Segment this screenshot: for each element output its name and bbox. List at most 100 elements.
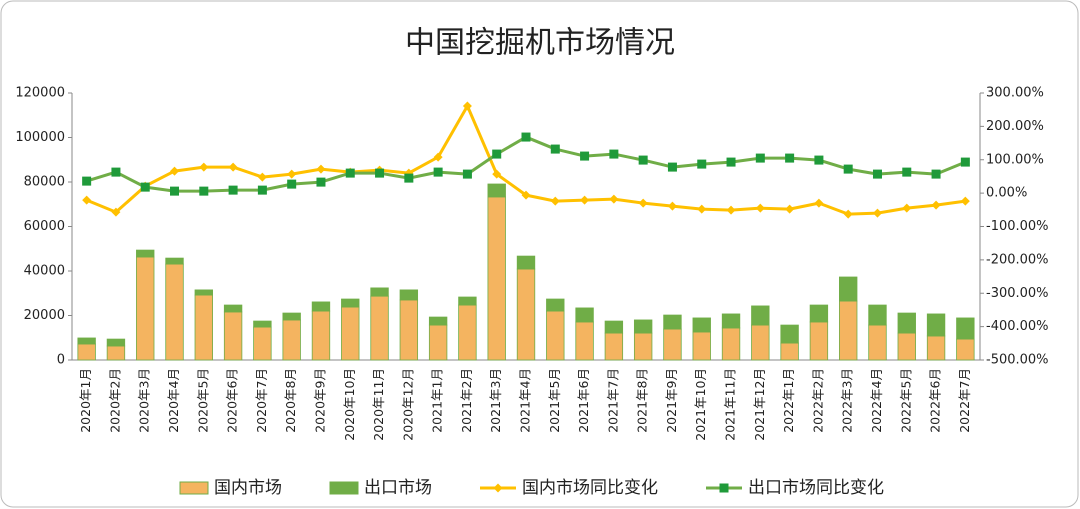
line-marker bbox=[199, 186, 209, 196]
bar bbox=[692, 317, 711, 333]
line-marker bbox=[287, 179, 297, 189]
line-marker bbox=[755, 203, 765, 213]
bar bbox=[751, 305, 770, 326]
x-tick-label: 2022年1月 bbox=[781, 368, 796, 433]
y2-tick-label: 200.00% bbox=[986, 119, 1044, 134]
legend-marker bbox=[493, 483, 503, 493]
bar bbox=[428, 316, 448, 326]
x-tick-label: 2021年11月 bbox=[723, 368, 738, 441]
line-marker bbox=[872, 208, 882, 218]
bar bbox=[399, 299, 419, 361]
bar bbox=[868, 304, 887, 326]
y2-tick-label: 100.00% bbox=[986, 152, 1044, 167]
line-marker bbox=[140, 182, 150, 192]
x-tick-label: 2022年3月 bbox=[840, 368, 855, 433]
bar bbox=[956, 338, 975, 361]
line-marker bbox=[462, 169, 472, 179]
x-tick-label: 2021年4月 bbox=[518, 368, 533, 433]
y-tick-label: 40000 bbox=[24, 264, 65, 279]
line-marker bbox=[550, 196, 560, 206]
line-marker bbox=[726, 157, 736, 167]
y2-tick-label: -400.00% bbox=[986, 319, 1049, 334]
line-marker bbox=[814, 155, 824, 165]
line-marker bbox=[550, 144, 560, 154]
bar bbox=[311, 310, 331, 361]
bar bbox=[897, 332, 916, 361]
x-tick-label: 2021年7月 bbox=[605, 368, 620, 433]
bar bbox=[926, 335, 946, 361]
y-tick-label: 60000 bbox=[24, 219, 65, 234]
x-tick-label: 2020年7月 bbox=[254, 368, 269, 433]
line-marker bbox=[843, 209, 853, 219]
bar bbox=[106, 338, 126, 347]
line-marker bbox=[960, 157, 970, 167]
y2-tick-label: -300.00% bbox=[986, 286, 1049, 301]
line-marker bbox=[638, 155, 648, 165]
x-tick-label: 2021年2月 bbox=[459, 368, 474, 433]
line-marker bbox=[228, 185, 238, 195]
bar bbox=[721, 313, 741, 329]
bar bbox=[780, 324, 799, 344]
line-marker bbox=[316, 177, 326, 187]
bar bbox=[751, 324, 770, 361]
line-marker bbox=[902, 203, 912, 213]
x-tick-label: 2021年5月 bbox=[547, 368, 562, 433]
line-marker bbox=[228, 162, 238, 172]
bar bbox=[487, 183, 506, 198]
x-tick-label: 2021年3月 bbox=[488, 368, 503, 433]
bar bbox=[253, 320, 272, 328]
bar bbox=[77, 337, 96, 345]
legend-swatch bbox=[179, 481, 209, 495]
line-marker bbox=[492, 149, 502, 159]
x-tick-label: 2020年4月 bbox=[166, 368, 181, 433]
line-marker bbox=[667, 201, 677, 211]
bar bbox=[839, 300, 858, 361]
bar bbox=[194, 294, 213, 361]
line-marker bbox=[902, 167, 912, 177]
line-marker bbox=[404, 173, 414, 183]
line-marker bbox=[931, 200, 941, 210]
bar bbox=[809, 304, 829, 323]
x-tick-label: 2020年12月 bbox=[400, 368, 415, 441]
x-tick-label: 2020年1月 bbox=[78, 368, 93, 433]
bar bbox=[721, 327, 741, 361]
bar bbox=[428, 324, 448, 361]
bar bbox=[663, 314, 682, 330]
line-marker bbox=[931, 169, 941, 179]
line-marker bbox=[580, 151, 590, 161]
line-marker bbox=[462, 101, 472, 111]
bar bbox=[194, 289, 213, 296]
bar bbox=[282, 319, 301, 361]
line-marker bbox=[82, 176, 92, 186]
legend-label: 出口市场同比变化 bbox=[748, 478, 884, 498]
line-marker bbox=[755, 153, 765, 163]
line-marker bbox=[814, 198, 824, 208]
bar bbox=[516, 268, 536, 361]
bar bbox=[223, 304, 243, 313]
line-marker bbox=[257, 185, 267, 195]
bar bbox=[839, 276, 858, 302]
bar bbox=[692, 331, 711, 361]
bar bbox=[77, 343, 96, 361]
x-tick-label: 2021年9月 bbox=[664, 368, 679, 433]
legend-label: 出口市场 bbox=[364, 478, 432, 498]
y2-tick-label: -100.00% bbox=[986, 219, 1049, 234]
line-marker bbox=[638, 198, 648, 208]
x-tick-label: 2020年10月 bbox=[342, 368, 357, 441]
bar bbox=[604, 320, 624, 334]
legend-label: 国内市场 bbox=[214, 478, 282, 498]
x-tick-label: 2021年1月 bbox=[430, 368, 445, 433]
bar bbox=[458, 296, 477, 306]
x-tick-label: 2022年4月 bbox=[869, 368, 884, 433]
line-marker bbox=[697, 204, 707, 214]
x-tick-label: 2020年6月 bbox=[225, 368, 240, 433]
x-tick-label: 2021年8月 bbox=[635, 368, 650, 433]
line-marker bbox=[111, 207, 121, 217]
line-marker bbox=[433, 167, 443, 177]
line-marker bbox=[375, 168, 385, 178]
y-tick-label: 100000 bbox=[15, 130, 65, 145]
line-marker bbox=[667, 162, 677, 172]
bar bbox=[282, 312, 301, 321]
